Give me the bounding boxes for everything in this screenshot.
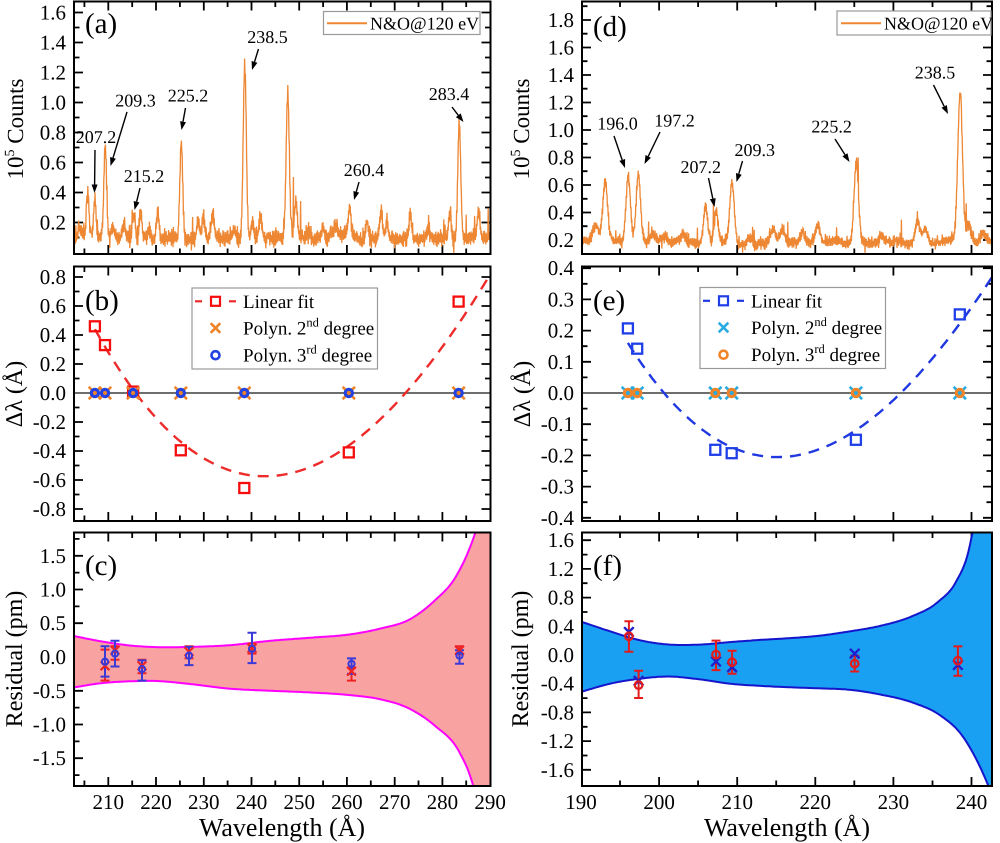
svg-text:209.3: 209.3 [735, 140, 776, 160]
svg-text:290: 290 [474, 790, 506, 814]
svg-text:225.2: 225.2 [168, 86, 209, 106]
svg-text:(d): (d) [593, 11, 627, 43]
svg-text:283.4: 283.4 [429, 84, 470, 104]
svg-text:0.4: 0.4 [548, 201, 575, 225]
svg-text:215.2: 215.2 [124, 166, 165, 186]
svg-text:(a): (a) [85, 8, 117, 40]
svg-text:0.6: 0.6 [40, 151, 66, 175]
svg-text:1.8: 1.8 [548, 8, 574, 32]
svg-text:210: 210 [721, 790, 753, 814]
svg-text:1.2: 1.2 [40, 61, 66, 85]
svg-text:N&O@120 eV: N&O@120 eV [370, 13, 479, 33]
svg-text:0.8: 0.8 [548, 586, 574, 610]
svg-text:0.6: 0.6 [548, 173, 574, 197]
svg-text:(f): (f) [593, 550, 622, 582]
svg-text:220: 220 [800, 790, 832, 814]
svg-text:105 Counts: 105 Counts [3, 78, 28, 179]
svg-text:Wavelength (Å): Wavelength (Å) [704, 813, 870, 842]
svg-text:0.0: 0.0 [40, 645, 66, 669]
svg-text:1.6: 1.6 [548, 528, 574, 552]
svg-text:0.0: 0.0 [40, 381, 66, 405]
svg-text:-1.5: -1.5 [33, 746, 66, 770]
svg-text:0.5: 0.5 [40, 611, 66, 635]
svg-text:0.2: 0.2 [40, 352, 66, 376]
svg-text:220: 220 [140, 790, 172, 814]
svg-text:-0.5: -0.5 [33, 679, 66, 703]
svg-text:207.2: 207.2 [681, 157, 722, 177]
svg-text:Wavelength (Å): Wavelength (Å) [199, 813, 365, 842]
svg-text:Residual (pm): Residual (pm) [2, 591, 28, 728]
svg-text:0.8: 0.8 [40, 265, 66, 289]
svg-text:105 Counts: 105 Counts [509, 78, 534, 179]
svg-text:200: 200 [643, 790, 675, 814]
svg-text:Linear fit: Linear fit [751, 291, 823, 312]
svg-text:197.2: 197.2 [654, 111, 695, 131]
svg-text:260: 260 [331, 790, 363, 814]
svg-text:196.0: 196.0 [597, 114, 638, 134]
svg-text:-0.4: -0.4 [541, 506, 575, 530]
svg-text:-1.6: -1.6 [541, 758, 574, 782]
svg-text:Δλ (Å): Δλ (Å) [2, 361, 28, 427]
svg-text:280: 280 [427, 790, 459, 814]
svg-text:210: 210 [93, 790, 125, 814]
svg-text:270: 270 [379, 790, 411, 814]
svg-text:0.1: 0.1 [548, 350, 574, 374]
svg-text:0.8: 0.8 [40, 121, 66, 145]
svg-text:-0.8: -0.8 [33, 497, 66, 521]
svg-text:0.4: 0.4 [40, 323, 67, 347]
svg-text:1.0: 1.0 [548, 118, 574, 142]
svg-text:0.2: 0.2 [548, 228, 574, 252]
svg-text:0.8: 0.8 [548, 146, 574, 170]
svg-text:260.4: 260.4 [344, 160, 385, 180]
svg-text:0.0: 0.0 [548, 381, 574, 405]
svg-text:-0.8: -0.8 [541, 700, 574, 724]
svg-text:-1.2: -1.2 [541, 729, 574, 753]
svg-text:-1.0: -1.0 [33, 713, 66, 737]
svg-text:250: 250 [283, 790, 315, 814]
svg-text:238.5: 238.5 [247, 27, 288, 47]
svg-text:(c): (c) [85, 550, 117, 582]
svg-text:N&O@120 eV: N&O@120 eV [884, 13, 993, 33]
svg-text:-0.4: -0.4 [33, 439, 67, 463]
svg-text:Δλ (Å): Δλ (Å) [510, 361, 536, 427]
svg-text:Residual (pm): Residual (pm) [508, 591, 534, 728]
svg-text:-0.3: -0.3 [541, 475, 574, 499]
svg-text:240: 240 [236, 790, 268, 814]
svg-text:238.5: 238.5 [915, 63, 956, 83]
svg-text:230: 230 [188, 790, 220, 814]
svg-text:190: 190 [565, 790, 597, 814]
svg-text:Linear fit: Linear fit [243, 292, 315, 313]
svg-text:1.4: 1.4 [40, 31, 67, 55]
svg-text:0.4: 0.4 [40, 181, 67, 205]
svg-text:1.0: 1.0 [40, 91, 66, 115]
svg-text:1.6: 1.6 [548, 36, 574, 60]
svg-text:0.6: 0.6 [40, 294, 66, 318]
svg-text:0.4: 0.4 [548, 614, 575, 638]
svg-text:230: 230 [878, 790, 910, 814]
svg-text:0.2: 0.2 [40, 211, 66, 235]
svg-text:-0.2: -0.2 [33, 410, 66, 434]
svg-text:209.3: 209.3 [115, 91, 156, 111]
svg-text:Polyn. 2nd degree: Polyn. 2nd degree [243, 316, 374, 340]
svg-text:-0.2: -0.2 [541, 443, 574, 467]
svg-text:1.2: 1.2 [548, 91, 574, 115]
svg-text:(e): (e) [593, 285, 625, 317]
svg-text:240: 240 [956, 790, 988, 814]
svg-text:0.4: 0.4 [548, 256, 575, 280]
svg-text:0.2: 0.2 [548, 319, 574, 343]
svg-text:1.2: 1.2 [548, 557, 574, 581]
svg-text:0.3: 0.3 [548, 287, 574, 311]
svg-text:-0.1: -0.1 [541, 412, 574, 436]
svg-text:1.5: 1.5 [40, 544, 66, 568]
svg-text:1.6: 1.6 [40, 1, 66, 25]
svg-text:1.0: 1.0 [40, 578, 66, 602]
svg-text:207.2: 207.2 [76, 127, 117, 147]
svg-text:0.0: 0.0 [548, 643, 574, 667]
svg-text:(b): (b) [85, 285, 119, 317]
svg-text:-0.4: -0.4 [541, 672, 575, 696]
svg-text:225.2: 225.2 [811, 117, 852, 137]
svg-text:-0.6: -0.6 [33, 468, 66, 492]
svg-text:1.4: 1.4 [548, 63, 575, 87]
